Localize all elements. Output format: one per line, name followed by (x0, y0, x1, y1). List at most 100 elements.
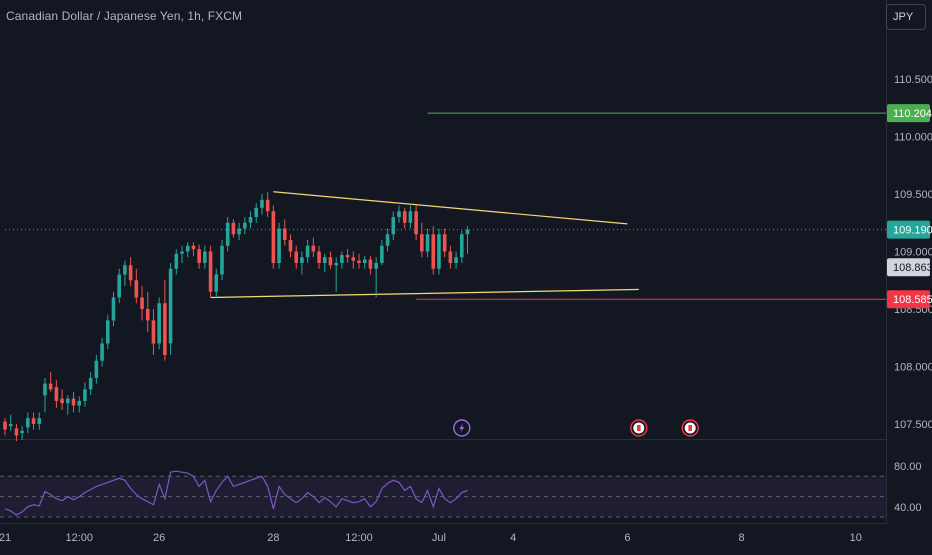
candle-body (191, 245, 196, 250)
candle-body (277, 228, 281, 263)
candle-body (203, 251, 207, 263)
time-tick-label: 10 (850, 532, 862, 544)
candle-body (66, 398, 70, 404)
candle-body (362, 259, 367, 263)
candle-body (20, 430, 24, 434)
candle-body (37, 418, 42, 424)
candle-body (117, 274, 121, 298)
candle-body (465, 229, 470, 235)
trendline-upper (273, 191, 628, 225)
candle-body (328, 257, 333, 266)
candle-body (260, 199, 264, 208)
candle-body (288, 240, 293, 252)
candle-body (134, 280, 139, 298)
candle-body (123, 265, 127, 275)
price-label-text: 108.585 (893, 294, 932, 306)
candle-body (151, 320, 156, 344)
candle-body (157, 303, 161, 344)
lightning-bolt (459, 423, 465, 433)
candle-body (168, 268, 173, 344)
candle-body (402, 211, 407, 223)
time-tick-label: 12:00 (65, 532, 93, 544)
candle-body (271, 211, 276, 263)
trendline-lower (210, 288, 639, 299)
time-tick-label: 28 (267, 532, 279, 544)
candle-body (420, 234, 424, 252)
price-tick-label: 109.500 (894, 189, 932, 201)
candle-body (437, 234, 441, 269)
candle-body (351, 257, 356, 261)
candle-body (60, 398, 64, 404)
candle-body (43, 383, 47, 396)
candle-body (322, 257, 327, 263)
candle-body (111, 297, 116, 321)
candle-body (408, 211, 413, 223)
candle-body (220, 245, 224, 275)
candle-body (300, 257, 304, 263)
canada-flag-event-icon (630, 419, 648, 437)
candle-body (248, 217, 253, 223)
candle-body (180, 251, 184, 254)
time-tick-label: 12:00 (345, 532, 373, 544)
candle-body (26, 418, 30, 428)
rsi-tick-label: 80.00 (894, 461, 922, 473)
candle-body (345, 254, 350, 258)
candle-body (460, 234, 464, 258)
candle-body (174, 253, 179, 269)
candle-body (425, 234, 430, 252)
canada-flag-leaf (637, 425, 641, 431)
candle-body (340, 254, 344, 263)
candle-body (31, 418, 36, 424)
candle-body (237, 228, 241, 235)
candle-body (294, 251, 299, 263)
candle-body (231, 222, 236, 235)
candle-body (431, 234, 436, 269)
candle-body (214, 274, 219, 292)
candle-body (357, 260, 361, 263)
candle-body (83, 389, 87, 401)
candle-body (265, 199, 270, 212)
candle-body (368, 259, 373, 269)
candle-body (448, 251, 453, 263)
price-label-last-price (887, 220, 930, 239)
price-tick-label: 110.500 (894, 74, 932, 86)
candle-body (71, 398, 76, 406)
candle-body (225, 222, 230, 246)
candle-body (385, 234, 390, 246)
lightning-event-icon (453, 419, 471, 437)
candle-body (311, 245, 316, 252)
candle-body (334, 262, 338, 266)
chart-title: Canadian Dollar / Japanese Yen, 1h, FXCM (6, 9, 243, 23)
candle-body (8, 423, 13, 427)
canada-flag-event-icon (681, 419, 699, 437)
candle-body (14, 428, 19, 436)
candle-body (128, 265, 133, 281)
candle-body (140, 297, 144, 309)
time-tick-label: Jul (432, 532, 446, 544)
price-label-take-profit (887, 104, 930, 123)
time-tick-label: 4 (510, 532, 516, 544)
candle-body (374, 262, 378, 269)
price-label-text: 110.204 (893, 108, 932, 120)
price-tick-label: 110.000 (894, 132, 932, 144)
price-tick-label: 109.000 (894, 246, 932, 258)
rsi-line (4, 470, 468, 516)
price-label-marker (887, 258, 930, 277)
candle-body (454, 257, 458, 263)
candle-body (77, 400, 82, 406)
time-tick-label: 6 (624, 532, 630, 544)
price-tick-label: 107.500 (894, 419, 932, 431)
candle-body (197, 249, 201, 263)
candle-body (163, 303, 167, 355)
time-tick-label: 8 (739, 532, 745, 544)
candle-body (391, 217, 396, 235)
rsi-tick-label: 40.00 (894, 502, 922, 514)
candle-body (54, 387, 59, 401)
canada-flag-leaf (688, 425, 692, 431)
candle-body (305, 245, 310, 258)
price-label-text: 109.190 (893, 225, 932, 237)
price-tick-label: 108.000 (894, 361, 932, 373)
currency-button[interactable]: JPY (886, 4, 926, 30)
candle-body (414, 211, 418, 235)
